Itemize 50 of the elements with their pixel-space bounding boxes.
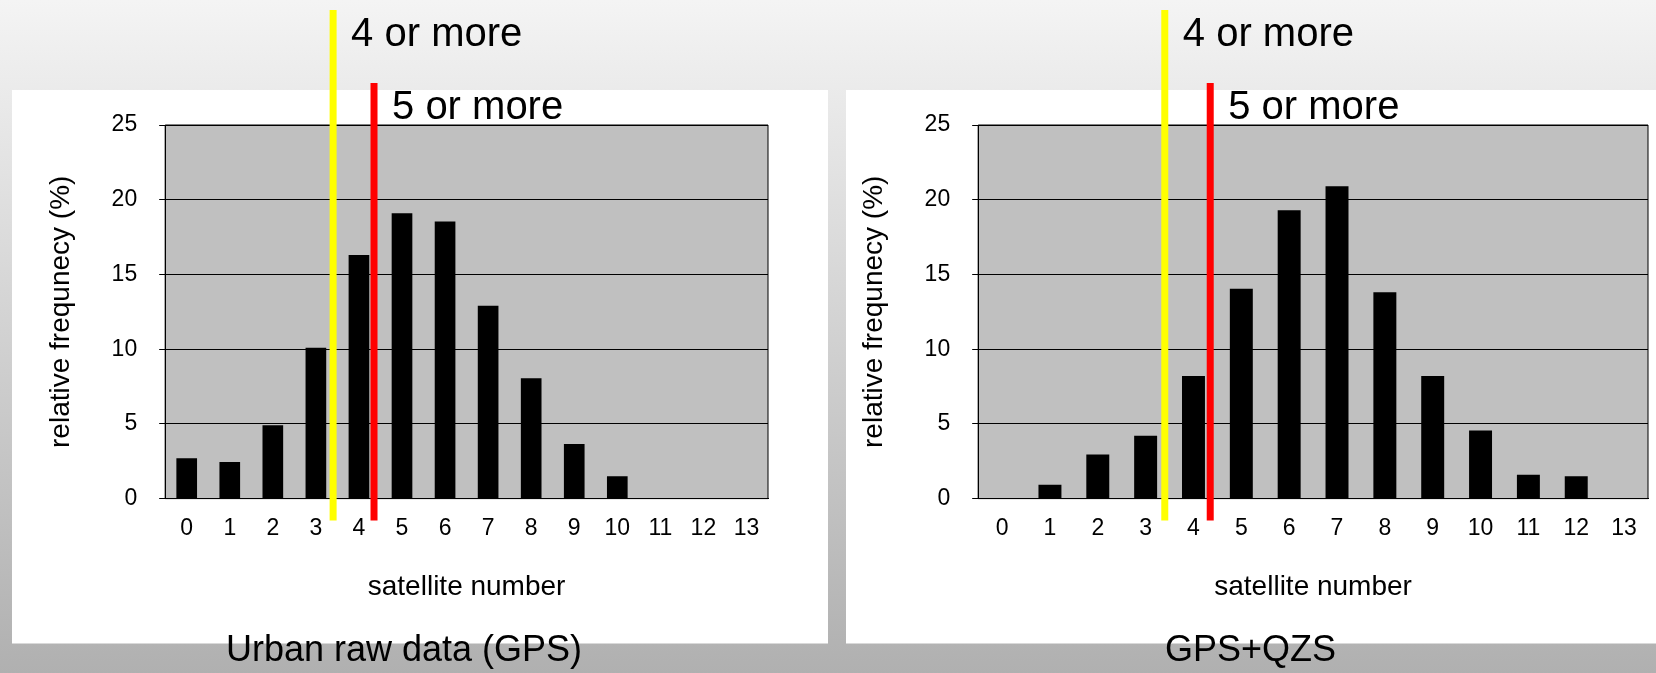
x-tick-label: 4 xyxy=(1187,513,1201,540)
x-tick-label: 12 xyxy=(1563,513,1590,540)
y-tick-label: 20 xyxy=(924,185,951,212)
x-tick-label: 1 xyxy=(1043,513,1057,540)
x-tick-label: 6 xyxy=(1282,513,1296,540)
x-tick-label: 11 xyxy=(1516,513,1541,540)
ref-line-label: 5 or more xyxy=(392,83,564,128)
x-tick-label: 2 xyxy=(1091,513,1105,540)
y-axis-title: relative frequnecy (%) xyxy=(856,175,888,448)
x-tick-label: 9 xyxy=(567,513,581,540)
x-axis-title: satellite number xyxy=(367,569,566,601)
ref-line-label: 5 or more xyxy=(1228,83,1400,128)
y-tick-label: 25 xyxy=(111,110,138,137)
x-tick-label: 13 xyxy=(733,513,760,540)
x-tick-label: 6 xyxy=(438,513,452,540)
y-tick-label: 5 xyxy=(937,409,951,436)
y-tick-label: 25 xyxy=(924,110,951,137)
x-axis-title: satellite number xyxy=(1214,569,1412,601)
y-tick-label: 10 xyxy=(924,334,951,361)
x-tick-label: 7 xyxy=(481,513,495,540)
x-tick-label: 8 xyxy=(1378,513,1392,540)
x-tick-label: 5 xyxy=(395,513,409,540)
x-tick-label: 10 xyxy=(1467,513,1494,540)
x-tick-label: 8 xyxy=(524,513,538,540)
x-tick-label: 11 xyxy=(648,513,673,540)
text: Urban raw data (GPS) xyxy=(225,628,583,670)
x-tick-label: 9 xyxy=(1426,513,1440,540)
x-tick-label: 3 xyxy=(309,513,323,540)
x-tick-label: 0 xyxy=(180,513,194,540)
y-tick-label: 10 xyxy=(111,334,138,361)
y-tick-label: 5 xyxy=(124,409,138,436)
text: GPS+QZS xyxy=(1164,628,1337,670)
x-tick-label: 13 xyxy=(1611,513,1637,540)
x-tick-label: 10 xyxy=(604,513,631,540)
x-tick-label: 7 xyxy=(1330,513,1344,540)
x-tick-label: 12 xyxy=(690,513,717,540)
ref-line-label: 4 or more xyxy=(351,10,523,55)
y-tick-label: 15 xyxy=(924,259,951,286)
y-tick-label: 15 xyxy=(111,259,138,286)
y-tick-label: 0 xyxy=(124,483,138,510)
x-tick-label: 5 xyxy=(1234,513,1248,540)
ref-line-label: 4 or more xyxy=(1182,10,1354,55)
y-tick-label: 0 xyxy=(937,483,951,510)
x-tick-label: 3 xyxy=(1139,513,1153,540)
y-tick-label: 20 xyxy=(111,185,138,212)
x-tick-label: 0 xyxy=(995,513,1009,540)
y-axis-title: relative frequnecy (%) xyxy=(43,175,75,448)
x-tick-label: 1 xyxy=(223,513,237,540)
x-tick-label: 4 xyxy=(352,513,366,540)
x-tick-label: 2 xyxy=(266,513,280,540)
